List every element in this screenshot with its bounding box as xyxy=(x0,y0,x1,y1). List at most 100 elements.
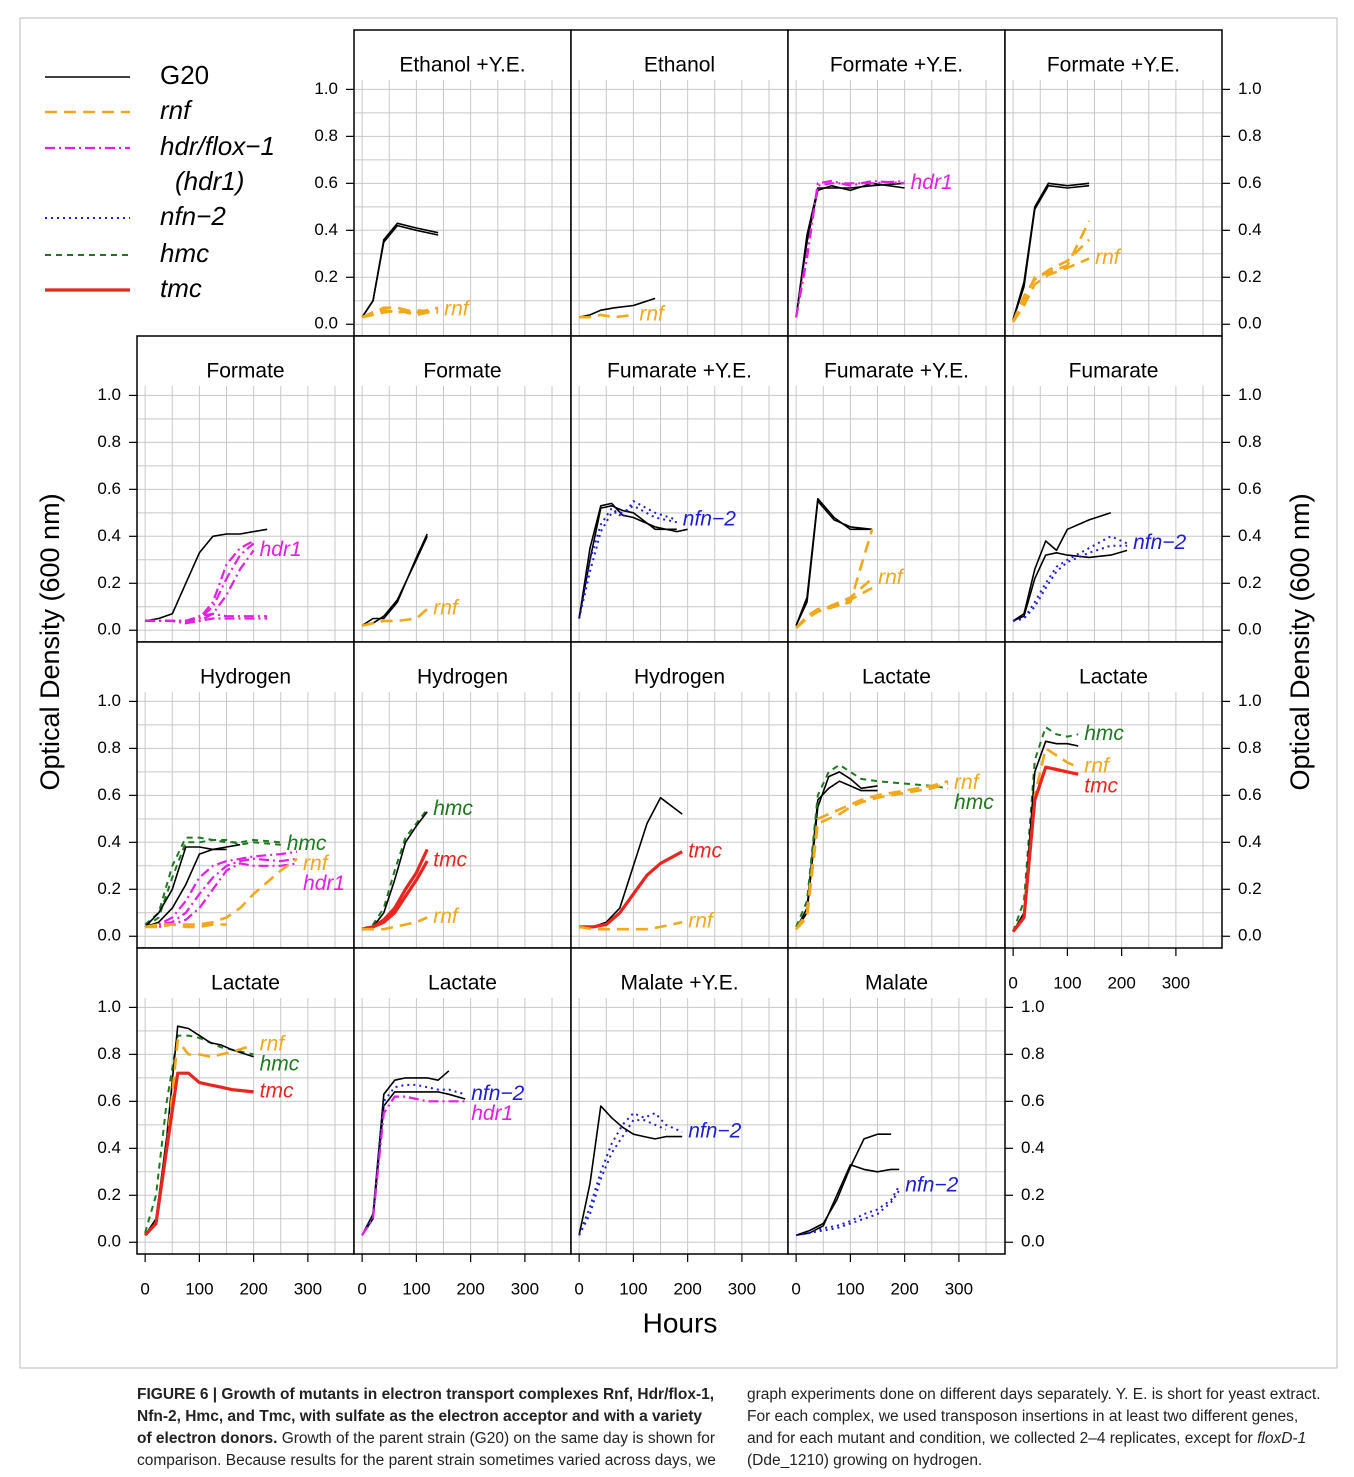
data-line xyxy=(1012,535,1128,622)
data-line xyxy=(361,308,439,319)
data-line xyxy=(1012,726,1079,932)
caption-italic: floxD-1 xyxy=(1257,1430,1307,1447)
y-tick-label: 0.2 xyxy=(1021,1185,1045,1204)
data-line xyxy=(578,920,683,931)
data-line xyxy=(361,808,428,931)
y-tick-label: 0.0 xyxy=(314,314,338,333)
x-tick-label: 0 xyxy=(1008,973,1017,992)
data-line xyxy=(1011,238,1091,323)
data-line xyxy=(578,297,656,318)
data-line xyxy=(144,528,268,622)
y-tick-label: 0.8 xyxy=(1238,738,1262,757)
data-line xyxy=(795,1133,892,1236)
legend-label: tmc xyxy=(160,273,202,303)
y-tick-label: 0.8 xyxy=(1238,432,1262,451)
data-line xyxy=(795,497,873,626)
y-tick-label: 1.0 xyxy=(97,385,121,404)
y-tick-label: 0.8 xyxy=(97,432,121,451)
y-tick-label: 0.8 xyxy=(314,126,338,145)
x-tick-label: 100 xyxy=(185,1279,213,1298)
legend-label: G20 xyxy=(160,60,209,90)
data-line xyxy=(1012,512,1112,622)
data-line xyxy=(361,608,429,627)
y-tick-label: 0.8 xyxy=(1238,126,1262,145)
data-line xyxy=(145,549,255,625)
x-tick-label: 0 xyxy=(357,1279,366,1298)
data-line xyxy=(578,504,678,619)
x-tick-label: 100 xyxy=(619,1279,647,1298)
y-tick-label: 0.2 xyxy=(97,1185,121,1204)
data-line xyxy=(795,182,905,318)
y-tick-label: 0.4 xyxy=(1238,220,1262,239)
series-label: nfn−2 xyxy=(683,507,736,530)
y-tick-label: 0.6 xyxy=(314,173,338,192)
y-tick-label: 1.0 xyxy=(1238,79,1262,98)
y-tick-label: 0.6 xyxy=(1238,785,1262,804)
series-label: tmc xyxy=(1084,775,1118,798)
series-label: hmc xyxy=(954,791,994,814)
series-label: rnf xyxy=(1095,246,1122,269)
y-tick-label: 0.0 xyxy=(1021,1232,1045,1251)
data-line xyxy=(361,1083,466,1236)
data-line xyxy=(578,1119,667,1236)
series-label: rnf xyxy=(433,597,460,620)
data-line xyxy=(145,857,298,929)
data-line xyxy=(578,505,677,619)
data-line xyxy=(361,860,429,931)
panel-title: Lactate xyxy=(862,666,931,689)
panel-title: Formate +Y.E. xyxy=(830,54,963,77)
panel-title: Lactate xyxy=(1079,666,1148,689)
panel-title: Formate +Y.E. xyxy=(1047,54,1180,77)
data-line xyxy=(144,923,227,929)
series-label: hdr1 xyxy=(303,872,345,895)
legend-label: hdr/flox−1 xyxy=(160,131,275,161)
panel-title: Fumarate xyxy=(1069,360,1159,383)
y-tick-label: 0.0 xyxy=(97,1232,121,1251)
data-line xyxy=(1012,257,1090,323)
y-tick-label: 1.0 xyxy=(97,691,121,710)
y-tick-label: 0.4 xyxy=(314,220,338,239)
y-tick-label: 0.6 xyxy=(1238,173,1262,192)
data-line xyxy=(1011,765,1079,933)
data-line xyxy=(361,224,439,318)
data-line xyxy=(144,857,298,928)
series-label: nfn−2 xyxy=(1133,531,1186,554)
caption-text: Growth of the parent strain (G20) on the… xyxy=(137,1386,1321,1469)
y-tick-label: 0.8 xyxy=(97,738,121,757)
series-label: rnf xyxy=(878,566,905,589)
y-tick-label: 1.0 xyxy=(314,79,338,98)
data-line xyxy=(144,836,281,926)
data-line xyxy=(1011,220,1091,323)
series-label: rnf xyxy=(444,298,471,321)
series-label: rnf xyxy=(433,905,460,928)
panel-title: Malate +Y.E. xyxy=(620,972,738,995)
y-tick-label: 0.8 xyxy=(97,1044,121,1063)
x-tick-label: 200 xyxy=(239,1279,267,1298)
y-tick-label: 1.0 xyxy=(1238,691,1262,710)
data-line xyxy=(1012,182,1090,320)
y-tick-label: 0.4 xyxy=(1238,526,1262,545)
data-line xyxy=(144,1039,254,1237)
x-tick-label: 0 xyxy=(140,1279,149,1298)
x-tick-label: 100 xyxy=(836,1279,864,1298)
panel-title: Ethanol +Y.E. xyxy=(399,54,525,77)
y-tick-label: 0.4 xyxy=(1021,1138,1045,1157)
series-label: hdr1 xyxy=(260,538,302,561)
x-tick-label: 300 xyxy=(728,1279,756,1298)
data-line xyxy=(144,843,241,928)
y-tick-label: 0.2 xyxy=(97,573,121,592)
panel-title: Lactate xyxy=(211,972,280,995)
y-axis-title-right: Optical Density (600 nm) xyxy=(1285,493,1315,790)
series-label: rnf xyxy=(639,302,666,325)
x-tick-label: 0 xyxy=(574,1279,583,1298)
data-line xyxy=(795,1185,901,1237)
series-label: hmc xyxy=(260,1053,300,1076)
panel-title: Fumarate +Y.E. xyxy=(607,360,752,383)
panel-title: Hydrogen xyxy=(200,666,291,689)
y-tick-label: 0.4 xyxy=(97,832,121,851)
series-label: rnf xyxy=(303,852,330,875)
series-label: rnf xyxy=(954,771,981,794)
x-tick-label: 200 xyxy=(456,1279,484,1298)
y-tick-label: 0.2 xyxy=(1238,573,1262,592)
